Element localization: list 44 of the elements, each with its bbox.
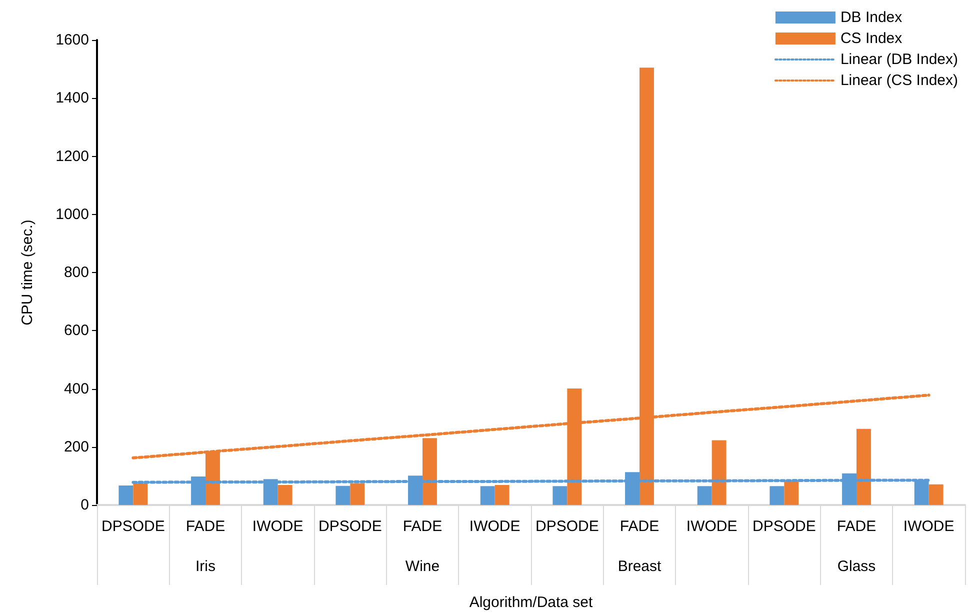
legend-label: CS Index: [840, 30, 903, 47]
bar: [133, 483, 148, 505]
x-tick-label: IWODE: [903, 518, 954, 535]
x-tick-label: DPSODE: [318, 518, 382, 535]
bar: [480, 486, 495, 505]
legend-label: Linear (DB Index): [840, 51, 958, 68]
y-tick-label: 1400: [56, 90, 89, 107]
y-tick-label: 1000: [56, 206, 89, 223]
bar: [278, 484, 292, 505]
y-tick-label: 400: [64, 380, 89, 398]
legend-label: DB Index: [840, 9, 903, 26]
x-tick-label: IWODE: [686, 518, 738, 535]
x-tick-label: IWODE: [469, 518, 520, 535]
y-tick-label: 800: [64, 264, 89, 281]
x-tick-label: FADE: [836, 518, 876, 535]
y-tick-label: 200: [64, 438, 89, 456]
bar: [697, 486, 712, 505]
bar: [552, 486, 568, 505]
y-axis-title: CPU time (sec.): [19, 220, 36, 326]
bar: [494, 484, 510, 505]
y-tick-label: 1600: [56, 32, 89, 48]
x-tick-label: IWODE: [252, 518, 304, 535]
bar: [712, 440, 726, 505]
bar: [336, 486, 350, 505]
text: Glass: [837, 558, 876, 575]
y-tick-label: 0: [80, 496, 89, 514]
bar: [770, 486, 784, 505]
x-tick-label: FADE: [186, 518, 226, 535]
bar: [928, 484, 944, 505]
x-axis-title: Algorithm/Data set: [469, 594, 594, 611]
x-tick-label: DPSODE: [101, 518, 165, 535]
y-tick-label: 1200: [56, 148, 89, 165]
legend-label: Linear (CS Index): [840, 72, 958, 89]
x-tick-label: DPSODE: [752, 518, 816, 535]
y-tick-label: 600: [64, 322, 89, 340]
bar: [784, 481, 799, 505]
text: Wine: [405, 558, 440, 575]
bar: [350, 483, 365, 505]
text: Iris: [196, 558, 216, 575]
x-tick-label: FADE: [402, 518, 442, 535]
bar: [856, 428, 871, 505]
text: Breast: [618, 558, 662, 575]
x-tick-label: DPSODE: [535, 518, 599, 535]
x-tick-label: FADE: [620, 518, 660, 535]
